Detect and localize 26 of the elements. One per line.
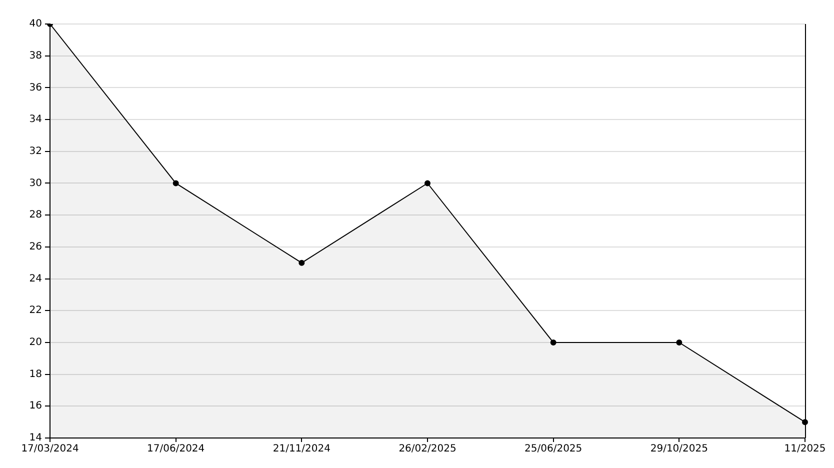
y-tick-label: 24 [29,273,42,284]
point [550,339,556,346]
y-tick-label: 18 [29,368,42,380]
y-tick-label: 34 [29,114,42,126]
y-tick-label: 36 [29,82,42,94]
y-tick-label: 26 [29,242,42,253]
y-tick-label: 30 [29,178,42,189]
point [424,180,430,186]
point [172,180,179,186]
x-tick-label: 26/02/2025 [398,444,456,455]
y-tick-label: 38 [29,50,42,62]
y-tick-label: 28 [29,210,42,221]
x-tick-label: 11/2025 [784,444,826,455]
y-tick-label: 22 [29,305,42,316]
y-tick-label: 40 [29,18,42,30]
point [676,339,682,346]
x-tick-label: 17/03/2024 [21,444,79,455]
point [298,260,305,266]
x-tick-label: 29/10/2025 [650,444,708,455]
y-tick-label: 32 [29,146,42,157]
y-tick-label: 20 [29,337,42,348]
y-tick-label: 16 [29,400,42,412]
x-tick-label: 25/06/2025 [524,444,582,455]
y-tick-label: 14 [29,432,42,444]
x-tick-label: 17/06/2024 [147,444,205,455]
x-tick-label: 21/11/2024 [272,444,330,455]
